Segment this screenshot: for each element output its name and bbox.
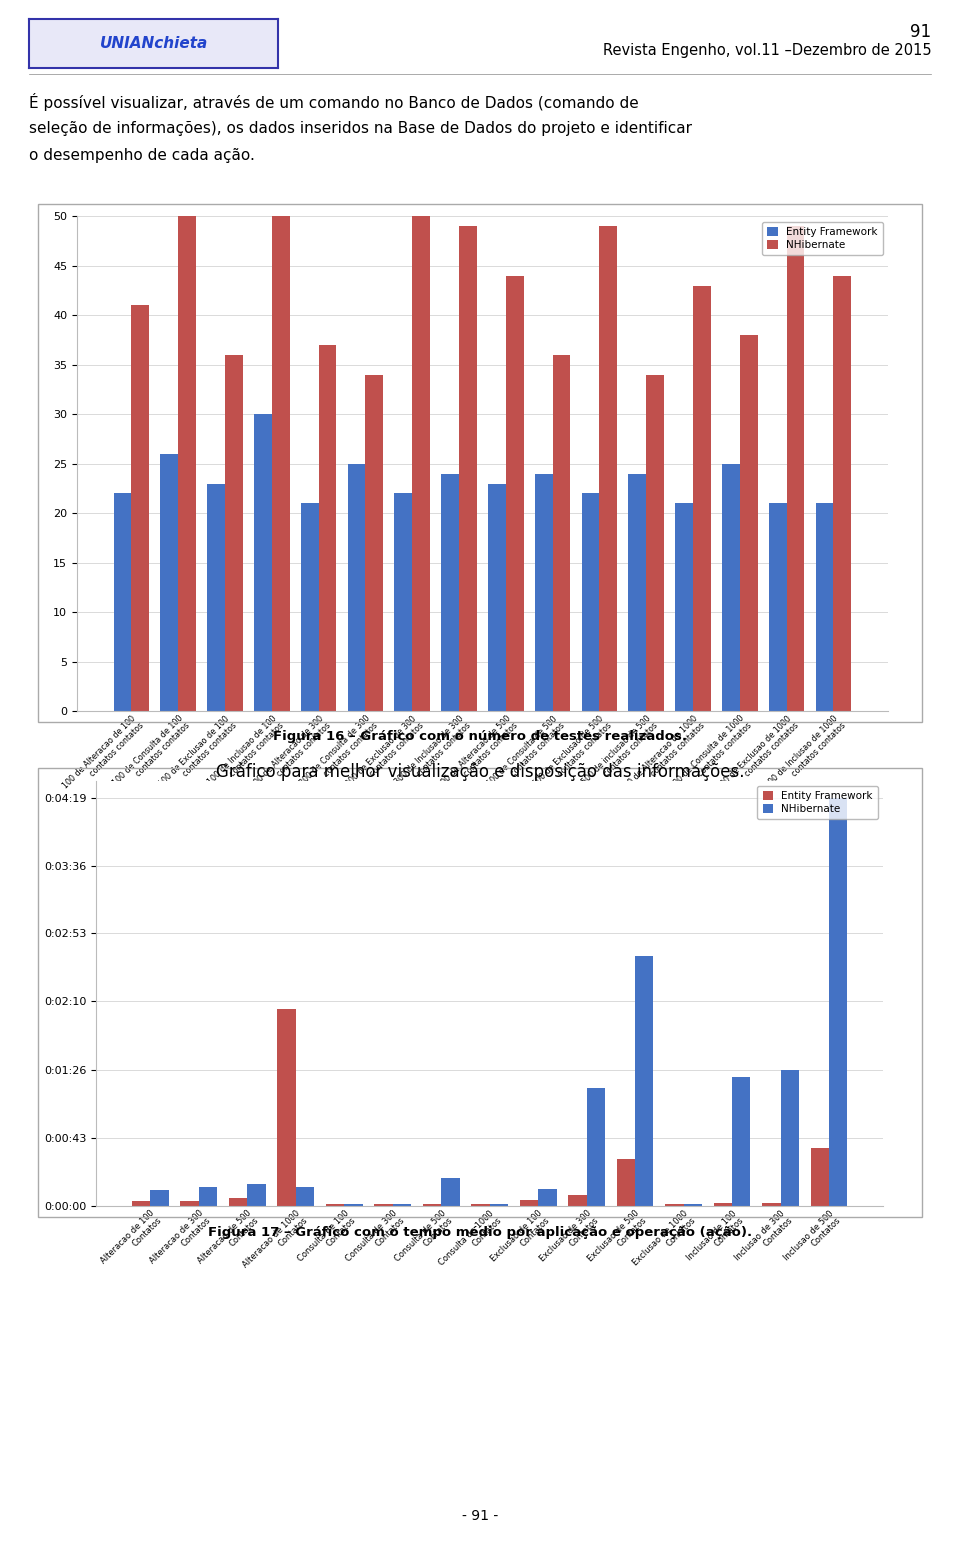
Bar [539, 1189, 557, 1206]
Bar [684, 1204, 702, 1206]
Bar [207, 484, 225, 711]
Bar [829, 798, 848, 1206]
Bar [636, 955, 654, 1206]
Bar [665, 1204, 684, 1206]
Bar [277, 1010, 296, 1206]
Bar [247, 1184, 266, 1206]
Text: seleção de informações), os dados inseridos na Base de Dados do projeto e identi: seleção de informações), os dados inseri… [29, 121, 692, 136]
Bar [587, 1088, 605, 1206]
Bar [629, 473, 646, 711]
Bar [810, 1147, 829, 1206]
Text: É possível visualizar, através de um comando no Banco de Dados (comando de: É possível visualizar, através de um com… [29, 93, 638, 111]
Bar [325, 1204, 344, 1206]
Bar [179, 207, 196, 711]
Bar [722, 464, 740, 711]
Bar [553, 356, 570, 711]
Bar [693, 286, 710, 711]
Bar [459, 226, 477, 711]
Bar [228, 1198, 247, 1206]
Bar [675, 504, 693, 711]
Bar [535, 473, 553, 711]
Bar [740, 335, 757, 711]
Bar [412, 216, 430, 711]
Bar [786, 226, 804, 711]
Bar [393, 1204, 411, 1206]
Bar [582, 493, 599, 711]
Bar [816, 504, 833, 711]
Bar [225, 356, 243, 711]
Bar [344, 1204, 363, 1206]
Bar [272, 216, 290, 711]
Bar [519, 1200, 539, 1206]
Bar [441, 1178, 460, 1206]
Bar [366, 374, 383, 711]
Bar [132, 1201, 150, 1206]
Text: UNIANchieta: UNIANchieta [100, 36, 207, 51]
Bar [160, 455, 179, 711]
Text: - 91 -: - 91 - [462, 1509, 498, 1523]
Bar [490, 1204, 508, 1206]
Legend: Entity Framework, NHibernate: Entity Framework, NHibernate [762, 221, 883, 255]
Text: Figura 17 – Gráfico com o tempo médio por aplicação e operação (ação).: Figura 17 – Gráfico com o tempo médio po… [208, 1226, 752, 1238]
Bar [348, 464, 366, 711]
Bar [780, 1070, 799, 1206]
Text: Gráfico para melhor visualização e disposição das informações.: Gráfico para melhor visualização e dispo… [216, 762, 744, 781]
Bar [150, 1190, 169, 1206]
Bar [254, 414, 272, 711]
Legend: Entity Framework, NHibernate: Entity Framework, NHibernate [757, 785, 878, 819]
Bar [422, 1204, 441, 1206]
Text: o desempenho de cada ação.: o desempenho de cada ação. [29, 148, 254, 164]
Text: 91: 91 [910, 23, 931, 42]
Bar [113, 493, 132, 711]
Bar [300, 504, 319, 711]
Bar [616, 1158, 636, 1206]
Bar [769, 504, 786, 711]
Bar [374, 1204, 393, 1206]
Bar [471, 1204, 490, 1206]
Bar [319, 345, 336, 711]
Text: Revista Engenho, vol.11 –Dezembro de 2015: Revista Engenho, vol.11 –Dezembro de 201… [603, 43, 931, 59]
Bar [713, 1203, 732, 1206]
Bar [199, 1187, 217, 1206]
Text: Figura 16 – Gráfico com o número de testes realizados.: Figura 16 – Gráfico com o número de test… [273, 730, 687, 742]
Bar [506, 275, 523, 711]
Bar [296, 1187, 314, 1206]
Bar [442, 473, 459, 711]
Bar [488, 484, 506, 711]
Bar [599, 226, 617, 711]
Bar [833, 275, 852, 711]
Bar [395, 493, 412, 711]
Bar [180, 1201, 199, 1206]
Bar [568, 1195, 587, 1206]
Bar [646, 374, 664, 711]
Bar [762, 1203, 780, 1206]
Bar [732, 1076, 751, 1206]
Bar [132, 306, 149, 711]
